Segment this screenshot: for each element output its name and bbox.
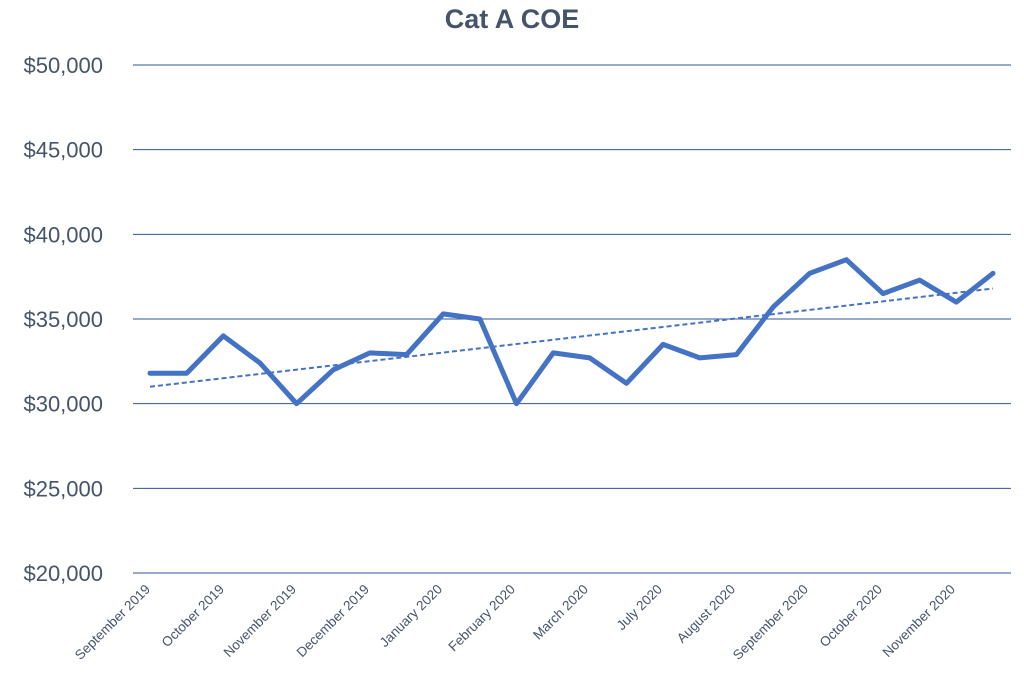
gridlines: [133, 64, 1011, 574]
y-tick-label: $35,000: [23, 307, 103, 332]
series-line: [147, 257, 996, 407]
series: [147, 257, 996, 407]
chart-title: Cat A COE: [445, 4, 580, 34]
x-tick-label: September 2019: [72, 582, 153, 663]
x-tick-label: July 2020: [614, 582, 665, 633]
x-tick-label: February 2020: [445, 582, 518, 655]
x-tick-label: March 2020: [530, 582, 591, 643]
x-tick-label: August 2020: [674, 582, 738, 646]
x-tick-label: November 2019: [221, 582, 300, 661]
x-tick-label: December 2019: [294, 582, 373, 661]
y-tick-label: $50,000: [23, 53, 103, 78]
y-tick-label: $30,000: [23, 392, 103, 417]
y-axis-ticks: $20,000 $25,000 $30,000 $35,000 $40,000 $45,0…: [23, 53, 103, 586]
x-tick-label: September 2020: [730, 582, 811, 663]
trendline-line: [149, 287, 994, 388]
y-tick-label: $25,000: [23, 476, 103, 501]
x-tick-label: October 2020: [817, 582, 885, 650]
x-tick-label: November 2020: [880, 582, 959, 661]
y-tick-label: $20,000: [23, 561, 103, 586]
y-tick-label: $45,000: [23, 138, 103, 163]
x-tick-label: January 2020: [377, 582, 445, 650]
trendline: [149, 287, 994, 388]
y-tick-label: $40,000: [23, 222, 103, 247]
x-tick-label: October 2019: [159, 582, 227, 650]
